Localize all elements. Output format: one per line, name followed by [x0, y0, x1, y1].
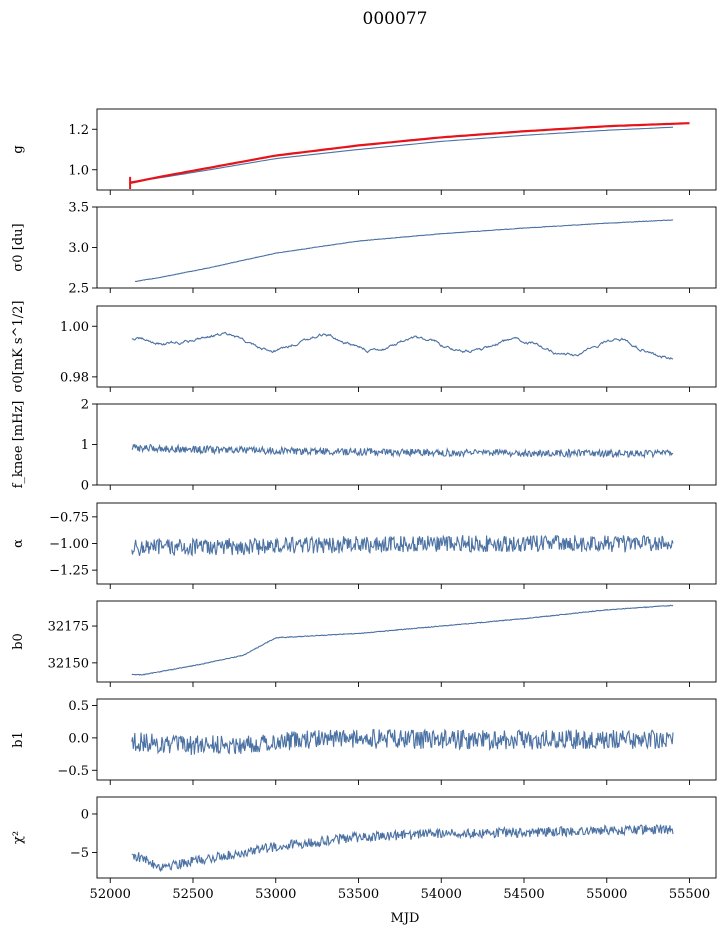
series-line-7-1 — [131, 728, 674, 755]
y-tick-label: 1 — [81, 438, 89, 453]
y-tick-label: 0.5 — [68, 699, 89, 714]
panel-frame — [96, 600, 717, 683]
series-line-4-1 — [131, 443, 674, 459]
y-axis-label: b1 — [11, 731, 26, 748]
panel-frame — [96, 698, 717, 781]
y-axis-label: χ² — [11, 831, 26, 844]
y-tick-label: −0.75 — [49, 510, 89, 525]
y-tick-label: 2 — [81, 398, 89, 413]
y-tick-label: 1.00 — [60, 320, 89, 335]
x-tick-label: 55500 — [669, 887, 710, 902]
panel-6: 32150 32175 b0 — [11, 600, 717, 687]
y-tick-label: 0 — [81, 479, 89, 494]
y-axis-label: f_knee [mHz] — [11, 401, 26, 489]
panel-frame — [96, 108, 717, 191]
y-tick-label: 1.2 — [68, 123, 89, 138]
y-tick-label: 3.0 — [68, 241, 89, 256]
series-line-3-1 — [131, 331, 674, 360]
figure-title: 000077 — [363, 9, 428, 29]
x-axis-label: MJD — [391, 911, 420, 926]
series-line-1-1 — [130, 126, 674, 183]
series-line-1-2 — [129, 122, 690, 184]
panel-5: −1.25 −1.00 −0.75 α — [11, 502, 717, 589]
x-tick-label: 54000 — [421, 887, 462, 902]
y-tick-label: −0.5 — [57, 764, 89, 779]
y-tick-label: −5 — [70, 846, 89, 861]
y-axis-label: σ0[mK s^1/2] — [11, 301, 26, 393]
y-tick-label: 0.98 — [60, 370, 89, 385]
series-line-6-1 — [131, 604, 674, 676]
panel-7: −0.5 0.0 0.5 b1 — [11, 698, 717, 785]
y-axis-label: b0 — [11, 633, 26, 650]
y-axis-label: σ0 [du] — [11, 223, 26, 271]
panel-1: 1.0 1.2 g — [11, 108, 717, 195]
y-tick-label: 3.5 — [68, 201, 89, 216]
panel-frame — [96, 403, 717, 486]
y-tick-label: 32175 — [48, 620, 89, 635]
x-tick-label: 52500 — [172, 887, 213, 902]
panel-frame — [96, 206, 717, 289]
series-line-5-1 — [131, 534, 674, 557]
panel-8: −5 0 52000 52500 53000 53500 54000 54500 55000 55… — [11, 796, 717, 902]
y-tick-label: −1.00 — [49, 537, 89, 552]
panel-2: 2.5 3.0 3.5 σ0 [du] — [11, 201, 717, 297]
x-tick-label: 53000 — [255, 887, 296, 902]
x-tick-label: 52000 — [90, 887, 131, 902]
y-tick-label: 1.0 — [68, 163, 89, 178]
y-axis-label: α — [11, 539, 26, 548]
y-tick-label: 0 — [81, 807, 89, 822]
y-tick-label: 2.5 — [68, 282, 89, 297]
panel-4: 0 1 2 f_knee [mHz] — [11, 398, 717, 494]
x-tick-label: 55000 — [586, 887, 627, 902]
panels-group: 1.0 1.2 g 2.5 3.0 3.5 σ0 [du] 0.98 1.00 σ0[mK s^1… — [11, 108, 717, 902]
y-tick-label: 0.0 — [68, 731, 89, 746]
panel-3: 0.98 1.00 σ0[mK s^1/2] — [11, 301, 717, 393]
y-tick-label: −1.25 — [49, 564, 89, 579]
series-line-8-1 — [131, 824, 674, 873]
series-line-2-1 — [134, 219, 674, 283]
x-tick-label: 53500 — [338, 887, 379, 902]
x-tick-label: 54500 — [503, 887, 544, 902]
y-tick-label: 32150 — [48, 656, 89, 671]
y-axis-label: g — [11, 145, 26, 153]
panel-frame — [96, 305, 717, 388]
panel-frame — [96, 796, 717, 879]
